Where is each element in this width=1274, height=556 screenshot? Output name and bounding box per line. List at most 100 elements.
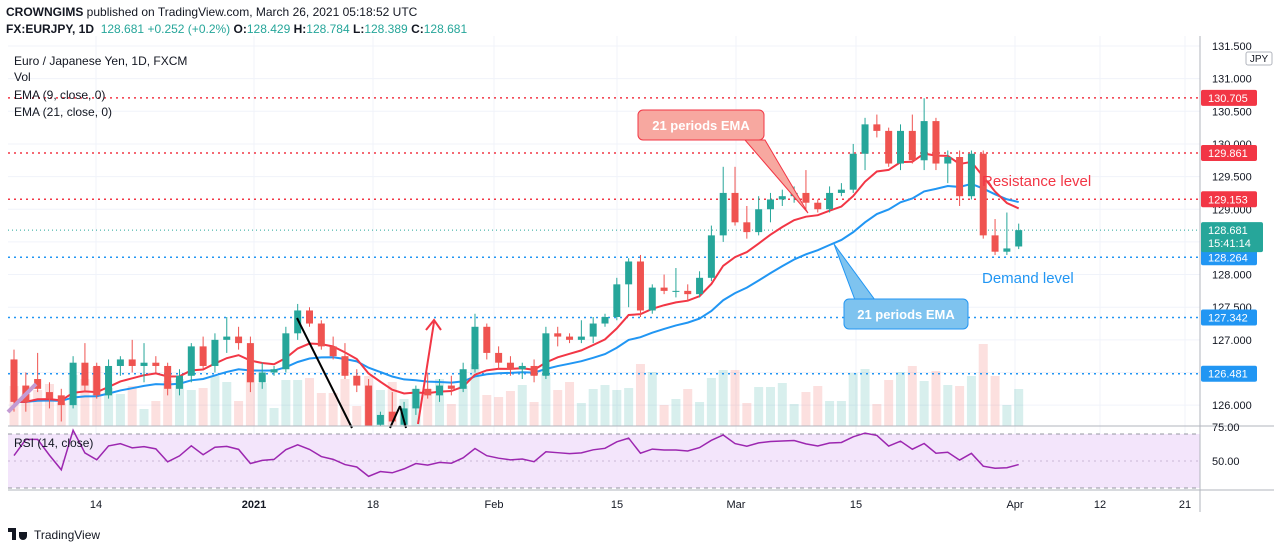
volume-bar (671, 399, 681, 426)
volume-bar (825, 401, 835, 426)
footer-brand[interactable]: TradingView (34, 528, 101, 542)
volume-bar (328, 393, 338, 426)
candle-body (175, 375, 183, 389)
legend-ema9[interactable]: EMA (9, close, 0) (14, 88, 106, 102)
candle-body (577, 336, 585, 340)
low-label: L: (353, 22, 365, 36)
candle-body (873, 124, 881, 131)
volume-bar (836, 401, 846, 426)
volume-bar (896, 372, 905, 426)
last-price-badge (1201, 222, 1263, 253)
price-tick-label: 131.000 (1212, 74, 1252, 86)
trend-line-zigzag-down[interactable] (399, 405, 407, 429)
volume-bar (257, 383, 267, 426)
candles (10, 98, 1023, 426)
last-price-badge-text: 128.681 (1208, 225, 1248, 237)
volume-bar (612, 390, 622, 426)
volume-bar (517, 385, 527, 426)
candle-body (164, 365, 172, 389)
open-label: O: (233, 22, 247, 36)
volume-bar (647, 372, 657, 426)
volume-bar (635, 364, 645, 426)
candle-body (258, 372, 266, 383)
chart-title[interactable]: Euro / Japanese Yen, 1D, FXCM (14, 54, 188, 68)
arrow-up-line[interactable] (417, 321, 435, 425)
volume-bar (777, 383, 787, 426)
level-badge-text: 127.342 (1208, 313, 1248, 325)
price-badges: 130.705 129.861 129.153 128.264 127.342 126.4… (1201, 89, 1263, 382)
candle-body (979, 153, 987, 236)
candle-body (388, 411, 396, 422)
ohlc-line: FX:EURJPY, 1D 128.681 +0.252 (+0.2%) O:1… (6, 22, 467, 36)
volume-bar (458, 386, 468, 426)
volume-bar (624, 388, 634, 426)
volume-bar (553, 390, 563, 426)
volume-bar (1002, 405, 1012, 426)
legend-volume[interactable]: Vol (14, 70, 31, 84)
candle-body (920, 121, 928, 161)
volume-bar (730, 370, 740, 426)
high-value: 128.784 (306, 22, 350, 36)
candle-body (660, 287, 668, 291)
time-tick-label: Mar (727, 499, 746, 511)
volume-bar (813, 386, 823, 426)
time-tick-label: 12 (1094, 499, 1106, 511)
level-badge (1201, 249, 1257, 266)
candle-body (246, 343, 254, 383)
volume-bar (269, 408, 279, 426)
volume-bar (919, 381, 929, 426)
volume-bar (801, 392, 811, 426)
volume-bar (695, 402, 705, 426)
callouts: 21 periods EMA 21 periods EMA Resistance… (637, 109, 1091, 330)
rsi-tick-label: 50.00 (1212, 456, 1240, 468)
rsi-line (13, 428, 1019, 478)
time-tick-label: 15 (850, 499, 862, 511)
candle-body (128, 359, 136, 366)
candle-body (81, 362, 89, 386)
trend-line-zigzag-up[interactable] (389, 405, 401, 429)
candle-body (495, 352, 503, 363)
candle-body (506, 362, 514, 370)
ema-callout-top-text: 21 periods EMA (652, 118, 750, 133)
candle-body (967, 153, 975, 197)
candle-body (93, 365, 101, 396)
last-price: 128.681 (100, 22, 145, 36)
price-tick-label: 129.500 (1212, 172, 1252, 184)
volume-bar (234, 401, 244, 426)
candle-body (365, 385, 373, 426)
ema-callout-bottom-box[interactable] (843, 298, 969, 330)
ema-callout-top-box[interactable] (637, 109, 765, 141)
volume-bar (446, 404, 456, 426)
candle-body (518, 365, 526, 370)
volume-bar (482, 395, 492, 426)
footer: TradingView (8, 528, 100, 542)
volume-bar (848, 373, 858, 426)
level-badge (1201, 145, 1257, 162)
trend-line-down[interactable] (296, 317, 353, 429)
candle-body (696, 277, 704, 295)
volume-bar (706, 378, 716, 426)
symbol[interactable]: FX:EURJPY, 1D (6, 22, 95, 36)
legend-ema21[interactable]: EMA (21, close, 0) (14, 105, 113, 119)
volume-bar (163, 381, 173, 426)
volume-bar (293, 380, 303, 426)
close-label: C: (411, 22, 424, 36)
legend-rsi[interactable]: RSI (14, close) (14, 436, 94, 450)
corner-marker (6, 382, 38, 414)
publisher-name[interactable]: CROWNGIMS (6, 5, 84, 19)
candle-body (294, 310, 302, 334)
volume-bar (659, 405, 669, 426)
candle-body (566, 336, 574, 340)
rsi-tick-label: 75.00 (1212, 422, 1240, 434)
candle-body (69, 362, 77, 406)
publish-info: CROWNGIMS published on TradingView.com, … (6, 5, 417, 19)
volume-bar (529, 402, 539, 426)
candle-body (648, 287, 656, 311)
volume-bar (505, 391, 515, 426)
time-tick-label: 15 (611, 499, 623, 511)
volume-bar (198, 388, 208, 426)
tradingview-logo-icon (8, 528, 28, 542)
level-badge-text: 126.481 (1208, 369, 1248, 381)
volume-bar (305, 378, 314, 426)
